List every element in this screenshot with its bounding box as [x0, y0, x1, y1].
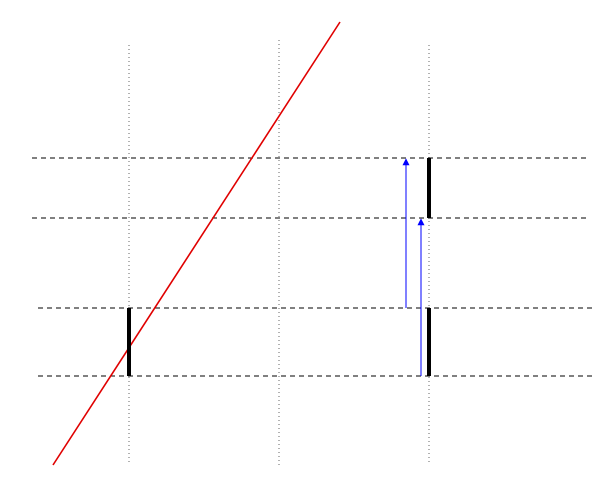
horizontal-guides	[32, 157, 595, 377]
vertical-guides	[128, 40, 430, 465]
diagonal-line	[52, 21, 341, 466]
segments	[127, 158, 431, 376]
arrows	[402, 158, 425, 376]
